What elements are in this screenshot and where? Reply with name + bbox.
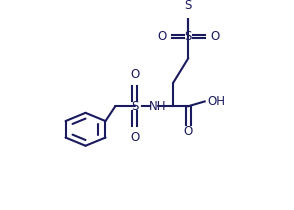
Text: O: O xyxy=(130,68,139,81)
Text: S: S xyxy=(185,30,192,43)
Text: O: O xyxy=(184,125,193,138)
Text: O: O xyxy=(211,30,220,43)
Text: NH: NH xyxy=(149,100,166,113)
Text: O: O xyxy=(130,131,139,144)
Text: OH: OH xyxy=(208,95,225,108)
Text: S: S xyxy=(185,0,192,12)
Text: O: O xyxy=(157,30,166,43)
Text: S: S xyxy=(131,100,138,113)
